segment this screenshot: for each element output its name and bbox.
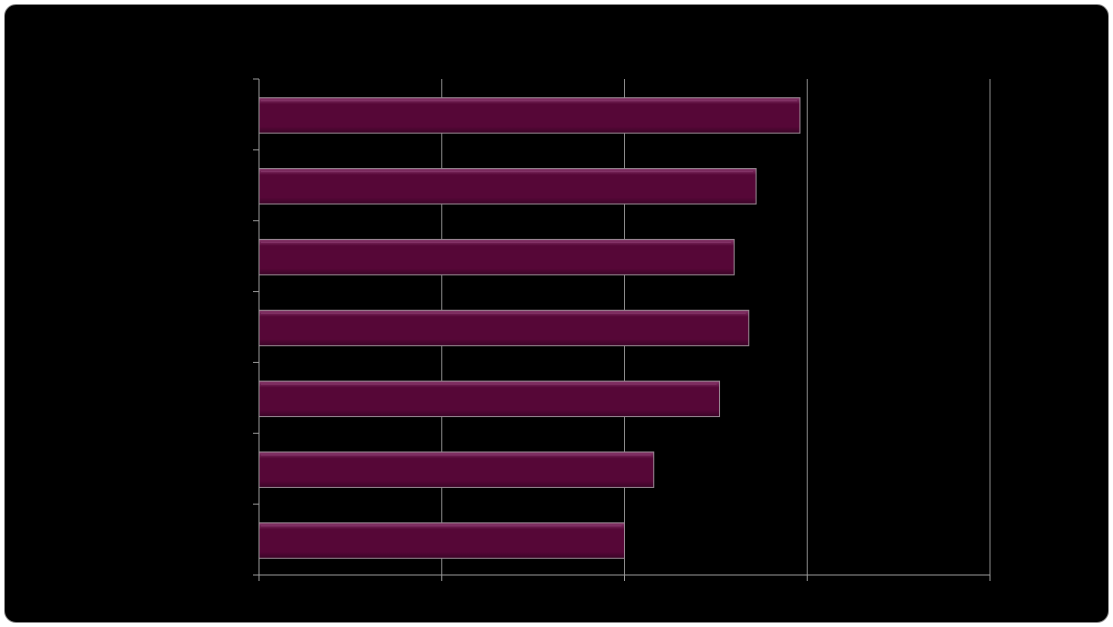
bar-3 xyxy=(258,238,735,276)
bar-6 xyxy=(258,451,655,488)
axes xyxy=(253,78,991,581)
bar-2 xyxy=(258,168,757,205)
bar-5 xyxy=(258,380,721,418)
chart-frame xyxy=(4,4,1109,623)
bar-4 xyxy=(258,309,750,347)
bar-7 xyxy=(258,522,625,559)
bar-1 xyxy=(258,97,801,134)
bars xyxy=(258,97,801,559)
horizontal-bar-chart xyxy=(253,78,991,581)
